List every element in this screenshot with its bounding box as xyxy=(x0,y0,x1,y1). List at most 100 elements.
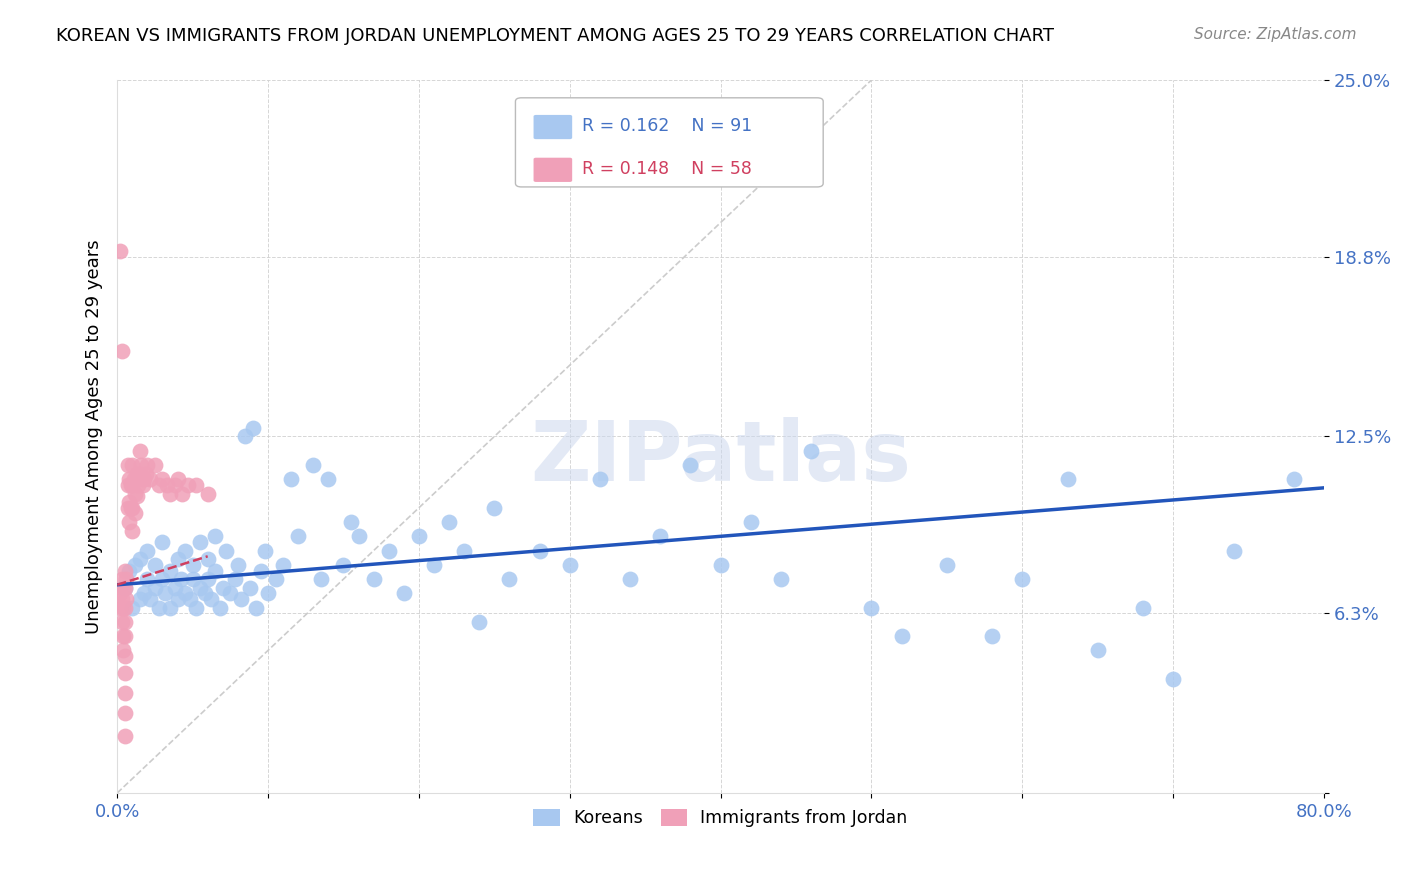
Point xyxy=(215,543,238,558)
Point xyxy=(108,586,131,600)
Point xyxy=(143,581,166,595)
Text: Source: ZipAtlas.com: Source: ZipAtlas.com xyxy=(1194,27,1357,42)
Point xyxy=(1087,643,1109,657)
Point xyxy=(152,472,174,486)
Text: ZIPatlas: ZIPatlas xyxy=(530,417,911,499)
Point xyxy=(132,478,155,492)
Point xyxy=(498,572,520,586)
Point xyxy=(242,421,264,435)
Point xyxy=(1132,600,1154,615)
Point xyxy=(143,458,166,472)
Point xyxy=(935,558,957,572)
Point xyxy=(710,558,733,572)
Point xyxy=(136,458,159,472)
Point xyxy=(529,543,551,558)
Point xyxy=(139,592,162,607)
Point xyxy=(128,467,150,481)
Point xyxy=(347,529,370,543)
Point xyxy=(166,592,188,607)
Point xyxy=(981,629,1004,643)
Point xyxy=(204,529,226,543)
Point xyxy=(453,543,475,558)
Point xyxy=(139,472,162,486)
Point xyxy=(679,458,702,472)
Point xyxy=(136,543,159,558)
Point xyxy=(558,558,581,572)
Point xyxy=(124,558,146,572)
Point xyxy=(108,244,131,259)
Point xyxy=(174,586,197,600)
Point xyxy=(437,515,460,529)
Point xyxy=(111,592,134,607)
Point xyxy=(363,572,385,586)
Point xyxy=(226,558,249,572)
Point xyxy=(287,529,309,543)
Point xyxy=(163,478,186,492)
FancyBboxPatch shape xyxy=(516,98,823,187)
Point xyxy=(112,643,135,657)
Point xyxy=(257,586,280,600)
Point xyxy=(769,572,792,586)
Point xyxy=(188,535,211,549)
Point xyxy=(239,581,262,595)
Point xyxy=(174,543,197,558)
Point xyxy=(1011,572,1033,586)
Point xyxy=(890,629,912,643)
Point xyxy=(619,572,641,586)
Point xyxy=(135,467,157,481)
Point xyxy=(120,478,142,492)
Point xyxy=(860,600,883,615)
Point xyxy=(332,558,354,572)
Point xyxy=(111,343,134,358)
Point xyxy=(124,507,146,521)
Point xyxy=(134,472,156,486)
Point xyxy=(112,581,135,595)
Point xyxy=(128,592,150,607)
Point xyxy=(211,581,233,595)
Point xyxy=(112,629,135,643)
Point xyxy=(148,600,170,615)
Point xyxy=(122,472,145,486)
Legend: Koreans, Immigrants from Jordan: Koreans, Immigrants from Jordan xyxy=(527,802,915,834)
Point xyxy=(181,572,204,586)
Point xyxy=(155,586,177,600)
Point xyxy=(184,478,207,492)
Point xyxy=(159,486,181,500)
Point xyxy=(114,706,136,720)
Point xyxy=(120,500,142,515)
Point xyxy=(181,558,204,572)
Point xyxy=(392,586,415,600)
Point xyxy=(219,586,242,600)
Point xyxy=(112,600,135,615)
FancyBboxPatch shape xyxy=(533,158,572,182)
Point xyxy=(197,572,219,586)
Point xyxy=(114,615,136,629)
Point xyxy=(650,529,672,543)
Point xyxy=(197,552,219,566)
Point xyxy=(115,572,138,586)
Point xyxy=(152,535,174,549)
Point xyxy=(468,615,491,629)
Point xyxy=(1282,472,1305,486)
Text: R = 0.148    N = 58: R = 0.148 N = 58 xyxy=(582,160,752,178)
Point xyxy=(800,443,823,458)
Point xyxy=(117,478,139,492)
Point xyxy=(114,564,136,578)
Point xyxy=(253,543,276,558)
Point xyxy=(117,500,139,515)
Point xyxy=(114,629,136,643)
Point xyxy=(114,600,136,615)
Point xyxy=(111,572,134,586)
Point xyxy=(114,666,136,681)
Point xyxy=(271,558,294,572)
Point xyxy=(114,581,136,595)
Point xyxy=(423,558,446,572)
Point xyxy=(1056,472,1078,486)
Point xyxy=(302,458,325,472)
Point xyxy=(166,472,188,486)
FancyBboxPatch shape xyxy=(533,115,572,139)
Point xyxy=(108,600,131,615)
Point xyxy=(169,572,191,586)
Point xyxy=(134,586,156,600)
Point xyxy=(200,592,222,607)
